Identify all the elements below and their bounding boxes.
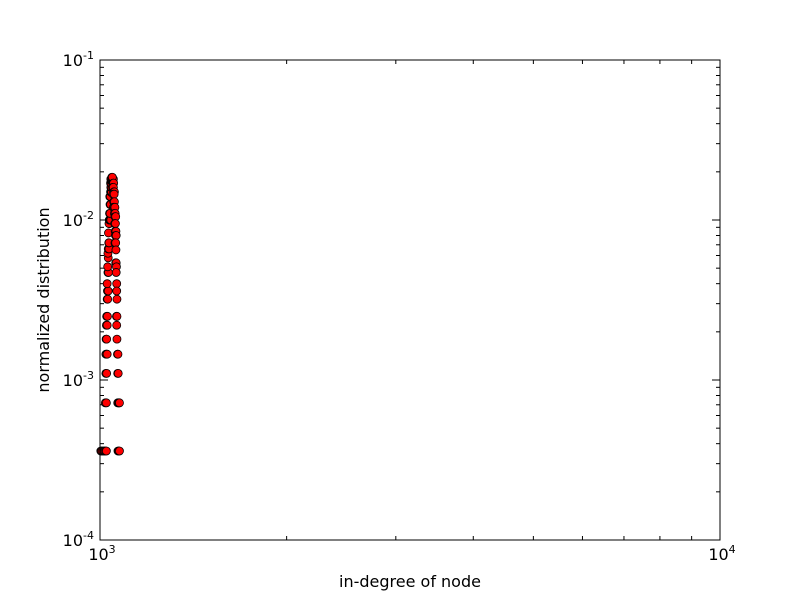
x-axis-label: in-degree of node <box>339 572 481 591</box>
data-point <box>103 294 113 304</box>
y-tick-label: 10-2 <box>63 209 94 230</box>
data-point <box>102 334 112 344</box>
data-point <box>111 268 121 277</box>
data-point <box>112 334 122 344</box>
y-tick-label: 10-4 <box>63 529 94 550</box>
data-point <box>112 320 122 330</box>
x-tick-label: 103 <box>88 543 115 564</box>
x-tick-label: 104 <box>708 543 735 564</box>
data-point <box>112 286 122 296</box>
data-point <box>113 368 123 378</box>
axis-tick-labels: 103 104 10-4 10-3 10-2 10-1 <box>63 49 736 564</box>
data-point <box>111 231 121 240</box>
data-point <box>103 311 112 321</box>
data-points <box>96 172 124 456</box>
data-point <box>102 368 112 378</box>
data-point <box>101 398 111 408</box>
data-point <box>102 349 112 359</box>
data-point <box>109 189 119 199</box>
y-axis-label: normalized distribution <box>34 207 53 392</box>
plot-area <box>99 59 721 541</box>
data-point <box>101 446 111 456</box>
data-point <box>115 398 124 408</box>
data-point <box>103 286 113 296</box>
data-point <box>102 279 112 289</box>
y-tick-label: 10-1 <box>63 49 94 70</box>
data-point <box>112 311 122 321</box>
axis-ticks <box>99 59 721 541</box>
data-point <box>113 349 123 359</box>
data-point <box>111 219 120 228</box>
y-tick-label: 10-3 <box>63 369 94 390</box>
data-point <box>115 446 124 456</box>
data-point <box>103 262 113 272</box>
data-point <box>102 320 112 330</box>
data-point <box>112 294 122 304</box>
data-point <box>111 245 121 255</box>
data-point <box>112 279 122 289</box>
